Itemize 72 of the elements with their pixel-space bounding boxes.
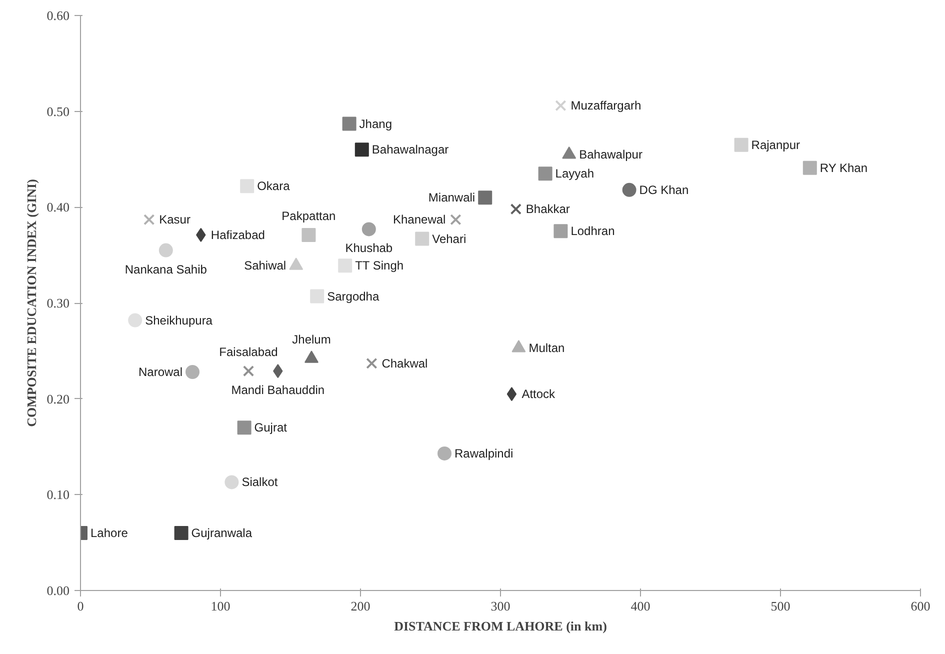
point — [242, 365, 254, 377]
point — [555, 100, 566, 112]
y-tick-label: 0.00 — [46, 583, 70, 598]
x-tick-label: 300 — [490, 598, 510, 614]
annotation: Attock — [522, 387, 556, 402]
y-tick-label: 0.60 — [46, 8, 70, 23]
point — [366, 358, 378, 369]
annotation: Lodhran — [570, 224, 615, 238]
x-tick-label: 500 — [770, 598, 790, 614]
annotation: Rawalpindi — [454, 446, 514, 460]
annotation: Hafizabad — [210, 228, 265, 242]
annotation: Okara — [257, 179, 290, 194]
annotation: Bahawalpur — [579, 147, 642, 162]
annotation: Sargodha — [327, 289, 380, 304]
annotation: Mianwali — [428, 190, 476, 205]
annotation: Sheikhupura — [145, 313, 213, 328]
y-tick-label: 0.20 — [46, 391, 70, 406]
annotation: Khushab — [345, 241, 393, 256]
annotation: Kasur — [159, 212, 190, 227]
point — [362, 222, 376, 236]
annotation: Gujranwala — [191, 526, 252, 540]
x-tick-label: 400 — [630, 598, 650, 614]
point — [506, 387, 517, 402]
annotation: Nankana Sahib — [124, 262, 208, 276]
point — [310, 289, 324, 304]
point — [186, 365, 200, 379]
annotation: Faisalabad — [219, 345, 278, 360]
point — [354, 142, 369, 157]
point — [224, 475, 239, 490]
annotation: Muzaffargarh — [570, 98, 642, 113]
point — [158, 243, 173, 258]
point — [302, 228, 316, 242]
annotation: Sahiwal — [244, 258, 286, 273]
annotation: Bahawalnagar — [372, 142, 449, 157]
annotation: Bhakkar — [526, 202, 570, 216]
x-tick-label: 0 — [77, 598, 84, 614]
point — [510, 203, 522, 215]
annotation: Rajanpur — [751, 138, 800, 152]
point — [338, 258, 352, 273]
point — [734, 138, 748, 152]
x-axis-title: DISTANCE FROM LAHORE (in km) — [394, 618, 607, 634]
y-tick-label: 0.50 — [46, 104, 70, 119]
x-tick-label: 100 — [210, 598, 230, 614]
annotation: Multan — [528, 341, 565, 356]
annotation: Sialkot — [242, 475, 278, 490]
annotation: Gujrat — [254, 420, 288, 435]
annotation: Lahore — [90, 526, 128, 540]
annotation: Jhang — [359, 116, 392, 131]
y-tick-label: 0.10 — [46, 487, 70, 502]
x-tick-label: 200 — [350, 598, 370, 614]
annotation: TT Singh — [355, 258, 404, 273]
annotation: DG Khan — [639, 182, 689, 197]
x-tick-label: 600 — [910, 598, 930, 614]
point — [450, 214, 462, 226]
point — [438, 446, 452, 460]
y-tick-label: 0.30 — [46, 296, 70, 310]
point — [240, 179, 254, 194]
annotation: Khanewal — [392, 212, 446, 227]
y-tick-label: 0.40 — [46, 200, 70, 215]
point — [478, 190, 492, 205]
annotation: Jhelum — [292, 332, 331, 347]
annotation: RY Khan — [820, 160, 868, 175]
point — [554, 224, 568, 238]
annotation: Mandi Bahauddin — [231, 383, 325, 398]
point — [415, 232, 430, 246]
annotation: Pakpattan — [282, 208, 336, 223]
annotation: Chakwal — [382, 356, 428, 370]
annotation: Layyah — [555, 166, 594, 181]
annotation: Vehari — [432, 232, 466, 246]
annotation: Narowal — [138, 365, 182, 379]
point — [342, 116, 356, 131]
y-axis-title: COMPOSITE EDUCATION INDEX (GINI) — [24, 179, 39, 427]
